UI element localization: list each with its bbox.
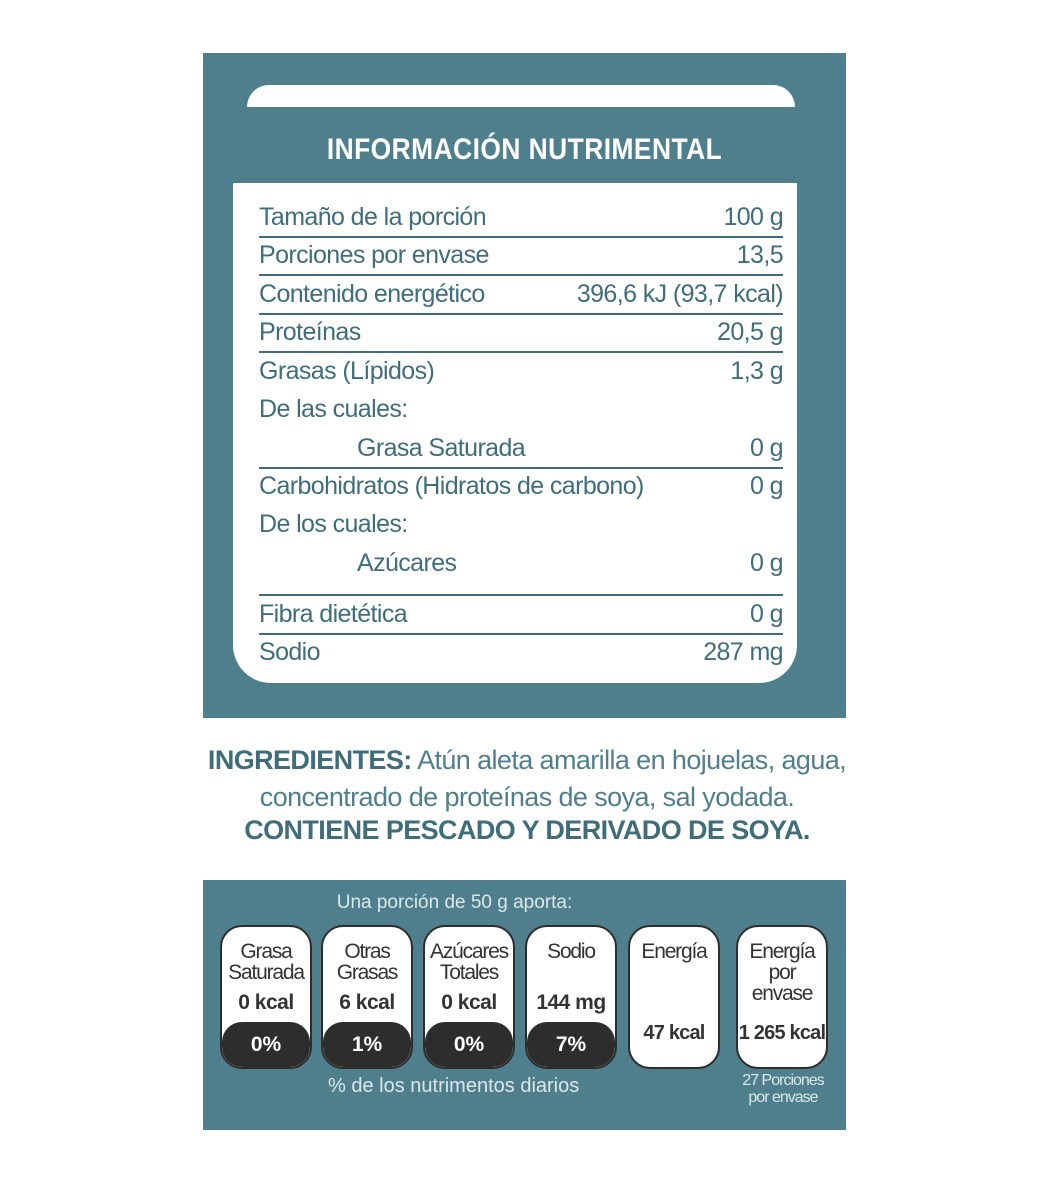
card-name: Sodio xyxy=(547,940,596,963)
card-name: Otras xyxy=(344,940,391,963)
card-percent: 1% xyxy=(323,1022,411,1067)
portions-per-pack: 27 Porciones por envase xyxy=(738,1072,828,1106)
gda-card-sugars: Azúcares Totales 0 kcal 0% xyxy=(423,925,515,1069)
ingredients-text: Atún aleta amarilla en hojuelas, agua, xyxy=(417,745,847,775)
nutrition-table: Tamaño de la porción 100 g Porciones por … xyxy=(233,183,797,683)
gda-footer: % de los nutrimentos diarios xyxy=(328,1075,580,1097)
allergen-statement: CONTIENE PESCADO Y DERIVADO DE SOYA. xyxy=(244,815,810,845)
row-label: Sodio xyxy=(259,638,321,666)
row-label: Azúcares xyxy=(357,549,457,577)
table-row: Grasas (Lípidos) 1,3 g xyxy=(259,352,784,390)
row-label: Grasas (Lípidos) xyxy=(259,357,435,385)
front-label-gda-panel: Una porción de 50 g aporta: Grasa Saturad… xyxy=(203,880,846,1130)
card-percent: 7% xyxy=(527,1022,615,1067)
card-amount: 47 kcal xyxy=(643,1022,705,1044)
table-row: De los cuales: xyxy=(259,505,783,543)
decorative-arc xyxy=(247,85,795,107)
row-value: 0 g xyxy=(750,434,784,462)
table-row: Porciones por envase 13,5 xyxy=(259,236,784,276)
card-amount: 0 kcal xyxy=(238,991,294,1014)
table-row: Tamaño de la porción 100 g xyxy=(259,198,784,238)
gda-card-sodium: Sodio 144 mg 7% xyxy=(525,925,617,1069)
gda-card-energy-per-pack: Energía por envase 1 265 kcal xyxy=(736,925,828,1069)
table-row: Sodio 287 mg xyxy=(259,633,784,671)
card-name: Grasa xyxy=(240,940,292,963)
table-row: De las cuales: xyxy=(259,390,783,428)
row-label: De los cuales: xyxy=(259,510,408,538)
row-label: Tamaño de la porción xyxy=(259,203,487,231)
row-label: Contenido energético xyxy=(259,280,485,308)
table-row: Proteínas 20,5 g xyxy=(259,313,784,353)
nutrition-title: INFORMACIÓN NUTRIMENTAL xyxy=(326,133,723,166)
row-value: 13,5 xyxy=(736,241,784,269)
row-label: Proteínas xyxy=(259,318,361,346)
card-amount: 1 265 kcal xyxy=(738,1022,826,1044)
table-row: Carbohidratos (Hidratos de carbono) 0 g xyxy=(259,467,784,505)
card-percent: 0% xyxy=(425,1022,513,1067)
card-amount: 6 kcal xyxy=(339,991,395,1014)
row-value: 20,5 g xyxy=(717,318,784,346)
card-percent: 0% xyxy=(222,1022,310,1067)
row-value: 0 g xyxy=(750,600,784,628)
portions-line: por envase xyxy=(748,1089,818,1106)
row-value: 1,3 g xyxy=(730,357,783,385)
card-name: por xyxy=(768,961,797,984)
gda-card-energy: Energía 47 kcal xyxy=(628,925,720,1069)
gda-card-other-fats: Otras Grasas 6 kcal 1% xyxy=(321,925,413,1069)
table-row: Contenido energético 396,6 kJ (93,7 kcal) xyxy=(259,275,784,315)
ingredients-line-1: INGREDIENTES: Atún aleta amarilla en hoj… xyxy=(0,745,1054,776)
row-value: 287 mg xyxy=(703,638,783,666)
row-label: Fibra dietética xyxy=(259,600,408,628)
table-row: Azúcares 0 g xyxy=(259,544,784,596)
gda-card-saturated-fat: Grasa Saturada 0 kcal 0% xyxy=(220,925,312,1069)
row-value: 100 g xyxy=(723,203,783,231)
row-label: Grasa Saturada xyxy=(357,434,526,462)
row-value: 0 g xyxy=(750,472,784,500)
card-amount: 0 kcal xyxy=(441,991,497,1014)
table-row: Fibra dietética 0 g xyxy=(259,595,784,635)
row-value: 0 g xyxy=(750,549,784,577)
card-name: Saturada xyxy=(228,961,305,984)
row-label: Porciones por envase xyxy=(259,241,489,269)
row-value: 396,6 kJ (93,7 kcal) xyxy=(576,280,784,308)
row-label: De las cuales: xyxy=(259,395,408,423)
gda-header: Una porción de 50 g aporta: xyxy=(336,892,573,913)
portions-line: 27 Porciones xyxy=(742,1072,824,1089)
card-name: Azúcares xyxy=(430,940,509,963)
table-row: Grasa Saturada 0 g xyxy=(259,429,784,469)
card-name: Grasas xyxy=(336,961,399,984)
card-amount: 144 mg xyxy=(536,991,606,1014)
card-name: Energía xyxy=(749,940,815,963)
card-name: Totales xyxy=(439,961,499,984)
ingredients-heading: INGREDIENTES: xyxy=(207,745,412,775)
row-label: Carbohidratos (Hidratos de carbono) xyxy=(259,472,644,500)
nutrition-facts-panel: INFORMACIÓN NUTRIMENTAL Tamaño de la por… xyxy=(203,53,846,718)
ingredients-line-2: concentrado de proteínas de soya, sal yo… xyxy=(259,782,795,812)
card-name: envase xyxy=(751,982,814,1005)
card-name: Energía xyxy=(641,940,707,963)
